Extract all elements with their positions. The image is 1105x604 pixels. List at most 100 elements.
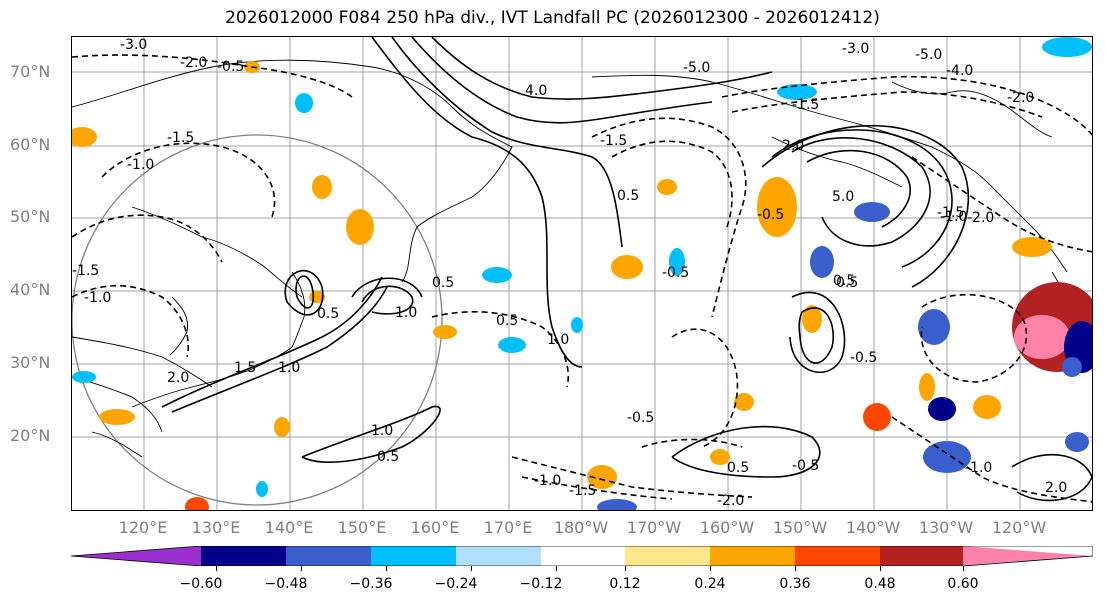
contour-label: -5.0 <box>915 47 942 63</box>
contour-label: -1.5 <box>72 263 99 279</box>
colorbar-tick-mark <box>471 566 472 571</box>
contour-label: -1.0 <box>127 157 154 173</box>
colorbar-tick-mark <box>795 566 796 571</box>
colorbar-min-extend <box>71 546 201 566</box>
colorbar-max-extend <box>963 546 1093 566</box>
contour-labels: -3.0 -2.0 -0.5 -1.5 -1.0 -1.5 -1.0 4.0 -… <box>72 37 1067 509</box>
colorbar-tick-mark <box>556 566 557 571</box>
lon-label: 170°W <box>626 518 682 537</box>
contour-label: -1.5 <box>167 130 194 146</box>
colorbar-tick-label: 0.24 <box>694 576 726 592</box>
lon-label: 140°E <box>264 518 314 537</box>
lat-label: 40°N <box>10 280 51 299</box>
lon-label: 120°W <box>991 518 1047 537</box>
contour-label: -3.0 <box>842 41 869 57</box>
contour-label: -2.0 <box>967 210 994 226</box>
contour-label: -0.5 <box>792 458 819 474</box>
colorbar-tick-mark <box>386 566 387 571</box>
contour-label: -1.0 <box>940 209 967 225</box>
map-canvas: -3.0 -2.0 -0.5 -1.5 -1.0 -1.5 -1.0 4.0 -… <box>72 37 1092 510</box>
contour-label: 0.5 <box>496 313 518 329</box>
contour-label: 1.0 <box>278 360 300 376</box>
contour-label: 2.0 <box>782 138 804 154</box>
map-panel[interactable]: -3.0 -2.0 -0.5 -1.5 -1.0 -1.5 -1.0 4.0 -… <box>71 36 1093 511</box>
colorbar-tick-mark <box>963 566 964 571</box>
colorbar-segment <box>541 546 625 566</box>
colorbar-tick-mark <box>880 566 881 571</box>
lon-label: 130°W <box>918 518 974 537</box>
lon-label: 160°W <box>699 518 755 537</box>
lon-label: 180°W <box>553 518 609 537</box>
lon-label: 120°E <box>118 518 168 537</box>
colorbar-tick-mark <box>710 566 711 571</box>
contour-label: -1.5 <box>600 133 627 149</box>
contour-label: -0.5 <box>757 207 784 223</box>
graticule <box>72 37 1092 510</box>
coastlines <box>72 59 1092 458</box>
lon-label: 170°E <box>483 518 533 537</box>
colorbar-tick-label: 0.36 <box>779 576 811 592</box>
contour-label: 1.0 <box>371 423 393 439</box>
contour-label: 5.0 <box>832 189 854 205</box>
contour-label: -2.0 <box>717 493 744 509</box>
lon-label: 140°W <box>845 518 901 537</box>
contour-label: -0.5 <box>627 410 654 426</box>
divergence-contours <box>161 37 1092 502</box>
lat-label: 70°N <box>10 62 51 81</box>
colorbar <box>71 546 1093 566</box>
contour-label: 2.0 <box>167 370 189 386</box>
lon-label: 150°E <box>337 518 387 537</box>
colorbar-tick-label: 0.48 <box>864 576 896 592</box>
colorbar-segment <box>795 546 880 566</box>
contour-label: -1.5 <box>792 97 819 113</box>
contour-label: 0.5 <box>727 460 749 476</box>
contour-label: 1.0 <box>547 332 569 348</box>
contour-label: -3.0 <box>120 37 147 53</box>
colorbar-tick-label: −0.36 <box>349 576 393 592</box>
contour-label: -1.0 <box>965 460 992 476</box>
colorbar-segment <box>456 546 541 566</box>
divergence-contours-negative <box>72 54 1092 503</box>
colorbar-tick-label: −0.24 <box>434 576 478 592</box>
colorbar-segment <box>880 546 963 566</box>
lat-label: 60°N <box>10 135 51 154</box>
divergence-shading <box>72 37 1092 510</box>
colorbar-segment <box>710 546 795 566</box>
colorbar-segment <box>286 546 371 566</box>
colorbar-tick-label: −0.60 <box>179 576 223 592</box>
contour-label: -0.5 <box>850 350 877 366</box>
lat-label: 30°N <box>10 353 51 372</box>
contour-label: 4.0 <box>525 83 547 99</box>
contour-label: -1.5 <box>937 205 964 221</box>
landfall-region-circle <box>72 134 443 506</box>
colorbar-tick-label: 0.60 <box>947 576 979 592</box>
colorbar-segment <box>625 546 710 566</box>
colorbar-tick-label: −0.12 <box>519 576 563 592</box>
contour-label: 0.5 <box>836 275 858 291</box>
colorbar-tick-mark <box>625 566 626 571</box>
contour-label: 1.0 <box>395 305 417 321</box>
contour-label: -1.5 <box>569 483 596 499</box>
contour-label: 0.5 <box>432 275 454 291</box>
lat-label: 50°N <box>10 207 51 226</box>
colorbar-tick-mark <box>216 566 217 571</box>
map-title: 2026012000 F084 250 hPa div., IVT Landfa… <box>225 8 880 28</box>
contour-label: 0.5 <box>617 188 639 204</box>
contour-label: -5.0 <box>683 60 710 76</box>
lon-label: 150°W <box>772 518 828 537</box>
lon-label: 160°E <box>410 518 460 537</box>
lat-label: 20°N <box>10 426 51 445</box>
contour-label: -0.5 <box>217 59 244 75</box>
contour-label: -2.0 <box>1007 90 1034 106</box>
colorbar-tick-label: 0.12 <box>609 576 641 592</box>
contour-label: 2.0 <box>1045 480 1067 496</box>
contour-label: -0.5 <box>662 265 689 281</box>
contour-label: 0.5 <box>833 273 855 289</box>
contour-label: 0.5 <box>377 449 399 465</box>
colorbar-segment <box>371 546 456 566</box>
colorbar-segment <box>201 546 286 566</box>
contour-label: -1.0 <box>534 473 561 489</box>
contour-label: 1.5 <box>234 360 256 376</box>
colorbar-tick-mark <box>301 566 302 571</box>
contour-label: -1.0 <box>84 290 111 306</box>
